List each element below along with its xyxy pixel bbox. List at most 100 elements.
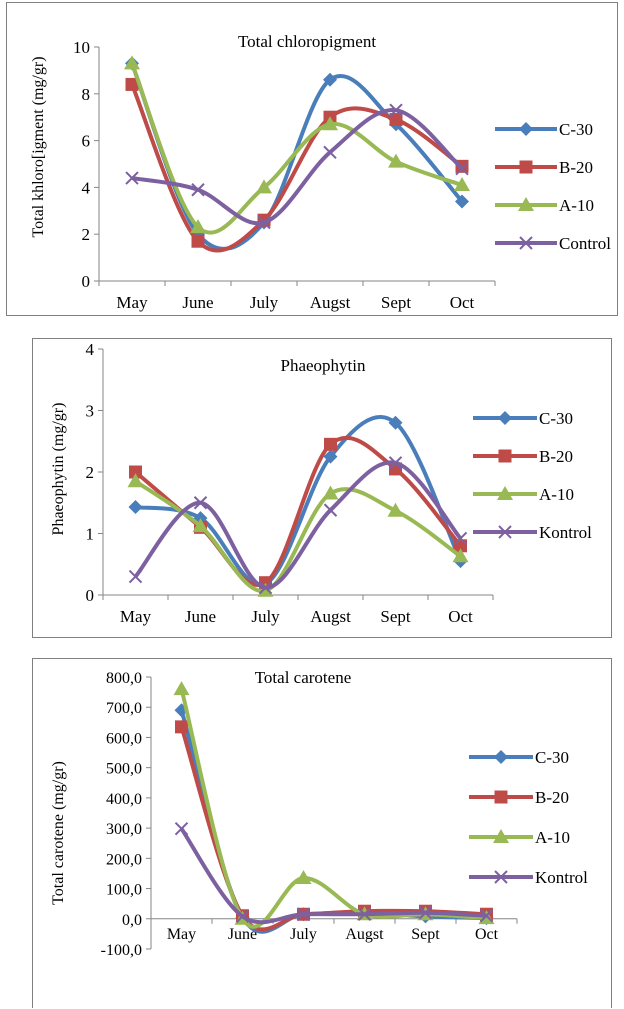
- x-tick-label: Augst: [310, 607, 351, 626]
- data-point: [125, 77, 139, 91]
- data-point: [128, 569, 143, 584]
- y-tick-label: 500,0: [106, 761, 142, 778]
- x-tick-label: July: [290, 926, 317, 943]
- data-point: [191, 183, 205, 197]
- legend-label: B-20: [559, 158, 593, 177]
- legend-marker: [498, 525, 512, 539]
- data-point: [257, 582, 274, 597]
- data-point: [323, 503, 338, 517]
- legend-marker: [518, 197, 534, 211]
- x-tick-label: Oct: [450, 293, 475, 312]
- chart-title: Total chloropigment: [238, 32, 376, 51]
- legend-marker: [494, 870, 508, 884]
- y-tick-label: -100,0: [101, 942, 142, 959]
- data-point: [323, 72, 337, 87]
- x-tick-label: July: [250, 293, 279, 312]
- legend-marker: [494, 750, 508, 764]
- x-tick-label: May: [116, 293, 148, 312]
- data-point: [296, 907, 311, 921]
- y-tick-label: 2: [86, 463, 95, 482]
- x-tick-label: July: [251, 607, 280, 626]
- y-tick-label: 0: [86, 586, 95, 605]
- series-line: [134, 479, 462, 593]
- y-tick-label: 200,0: [106, 851, 142, 868]
- legend-marker: [519, 236, 533, 250]
- chart-panel-carotene: -100,0 0,0 100,0 200,0 300,0 400,0 500,0 600,0 7…: [32, 658, 612, 1008]
- y-tick-label: 1: [86, 525, 95, 544]
- legend-label: C-30: [559, 120, 593, 139]
- x-tick-label: May: [120, 607, 152, 626]
- y-tick-label: 800,0: [106, 670, 142, 687]
- data-point: [387, 502, 404, 517]
- data-point: [193, 496, 208, 510]
- data-point: [418, 906, 433, 920]
- data-point: [479, 909, 494, 923]
- legend-label: Kontrol: [539, 523, 592, 542]
- data-point: [127, 473, 144, 488]
- y-tick-label: 0,0: [122, 912, 142, 929]
- data-point: [175, 720, 188, 734]
- x-tick-label: June: [182, 293, 213, 312]
- legend-marker: [494, 790, 508, 804]
- data-point: [190, 219, 206, 234]
- x-tick-label: Augst: [345, 926, 384, 943]
- y-tick-label: 10: [73, 38, 90, 57]
- data-point: [258, 580, 273, 595]
- y-axis-label: Phaeophytin (mg/gr): [50, 403, 67, 536]
- x-tick-label: June: [228, 926, 257, 943]
- y-tick-label: 0: [82, 272, 91, 291]
- legend-label: A-10: [559, 196, 594, 215]
- x-tick-label: Sept: [381, 293, 412, 312]
- chart-carotene-svg: -100,0 0,0 100,0 200,0 300,0 400,0 500,0 600,0 7…: [50, 668, 588, 959]
- chart-phaeophytin-svg: 0 1 2 3 4 May June July Augst Sept Oct Phaeophytin P…: [50, 340, 592, 626]
- data-point: [388, 415, 403, 430]
- data-point: [453, 531, 468, 546]
- data-point: [452, 548, 469, 563]
- legend-marker: [498, 449, 512, 463]
- legend-label: A-10: [535, 828, 570, 847]
- data-point: [322, 116, 338, 131]
- y-tick-label: 300,0: [106, 821, 142, 838]
- data-point: [257, 215, 271, 230]
- x-tick-label: Augst: [310, 293, 351, 312]
- legend-marker: [519, 160, 533, 174]
- chart-panel-chlorophyll: 0 2 4 6 8 10 May June July Augst Sept Oct Total chlo…: [6, 2, 618, 316]
- x-tick-label: Oct: [475, 926, 499, 943]
- chart-title: Total carotene: [255, 668, 352, 687]
- y-tick-label: 4: [86, 340, 95, 359]
- x-tick-label: June: [185, 607, 216, 626]
- series-line: [133, 460, 463, 590]
- series-line: [130, 62, 464, 251]
- data-point: [388, 456, 403, 470]
- data-point: [357, 907, 372, 921]
- data-point: [323, 449, 338, 464]
- data-point: [323, 145, 337, 160]
- y-axis-label: Total carotene (mg/gr): [50, 761, 67, 905]
- legend-label: Control: [559, 234, 611, 253]
- data-point: [324, 437, 337, 451]
- data-point: [129, 465, 142, 479]
- legend-label: A-10: [539, 485, 574, 504]
- legend-marker: [497, 486, 513, 500]
- data-point: [173, 681, 190, 696]
- data-point: [125, 171, 139, 185]
- x-tick-label: Oct: [448, 607, 473, 626]
- data-point: [455, 161, 469, 176]
- data-point: [256, 179, 272, 194]
- data-point: [454, 177, 470, 192]
- legend-marker: [493, 829, 509, 843]
- x-tick-label: Sept: [411, 926, 440, 943]
- data-point: [174, 822, 189, 836]
- data-point: [192, 518, 209, 533]
- y-tick-label: 6: [82, 132, 91, 151]
- y-tick-label: 400,0: [106, 791, 142, 808]
- legend-label: C-30: [539, 409, 573, 428]
- data-point: [322, 485, 339, 500]
- data-point: [124, 55, 140, 70]
- chart-title: Phaeophytin: [281, 356, 366, 375]
- legend-label: B-20: [535, 788, 569, 807]
- data-point: [388, 153, 404, 168]
- legend-label: C-30: [535, 748, 569, 767]
- chart-chlorophyll-svg: 0 2 4 6 8 10 May June July Augst Sept Oct Total chlo…: [30, 32, 611, 312]
- legend-label: B-20: [539, 447, 573, 466]
